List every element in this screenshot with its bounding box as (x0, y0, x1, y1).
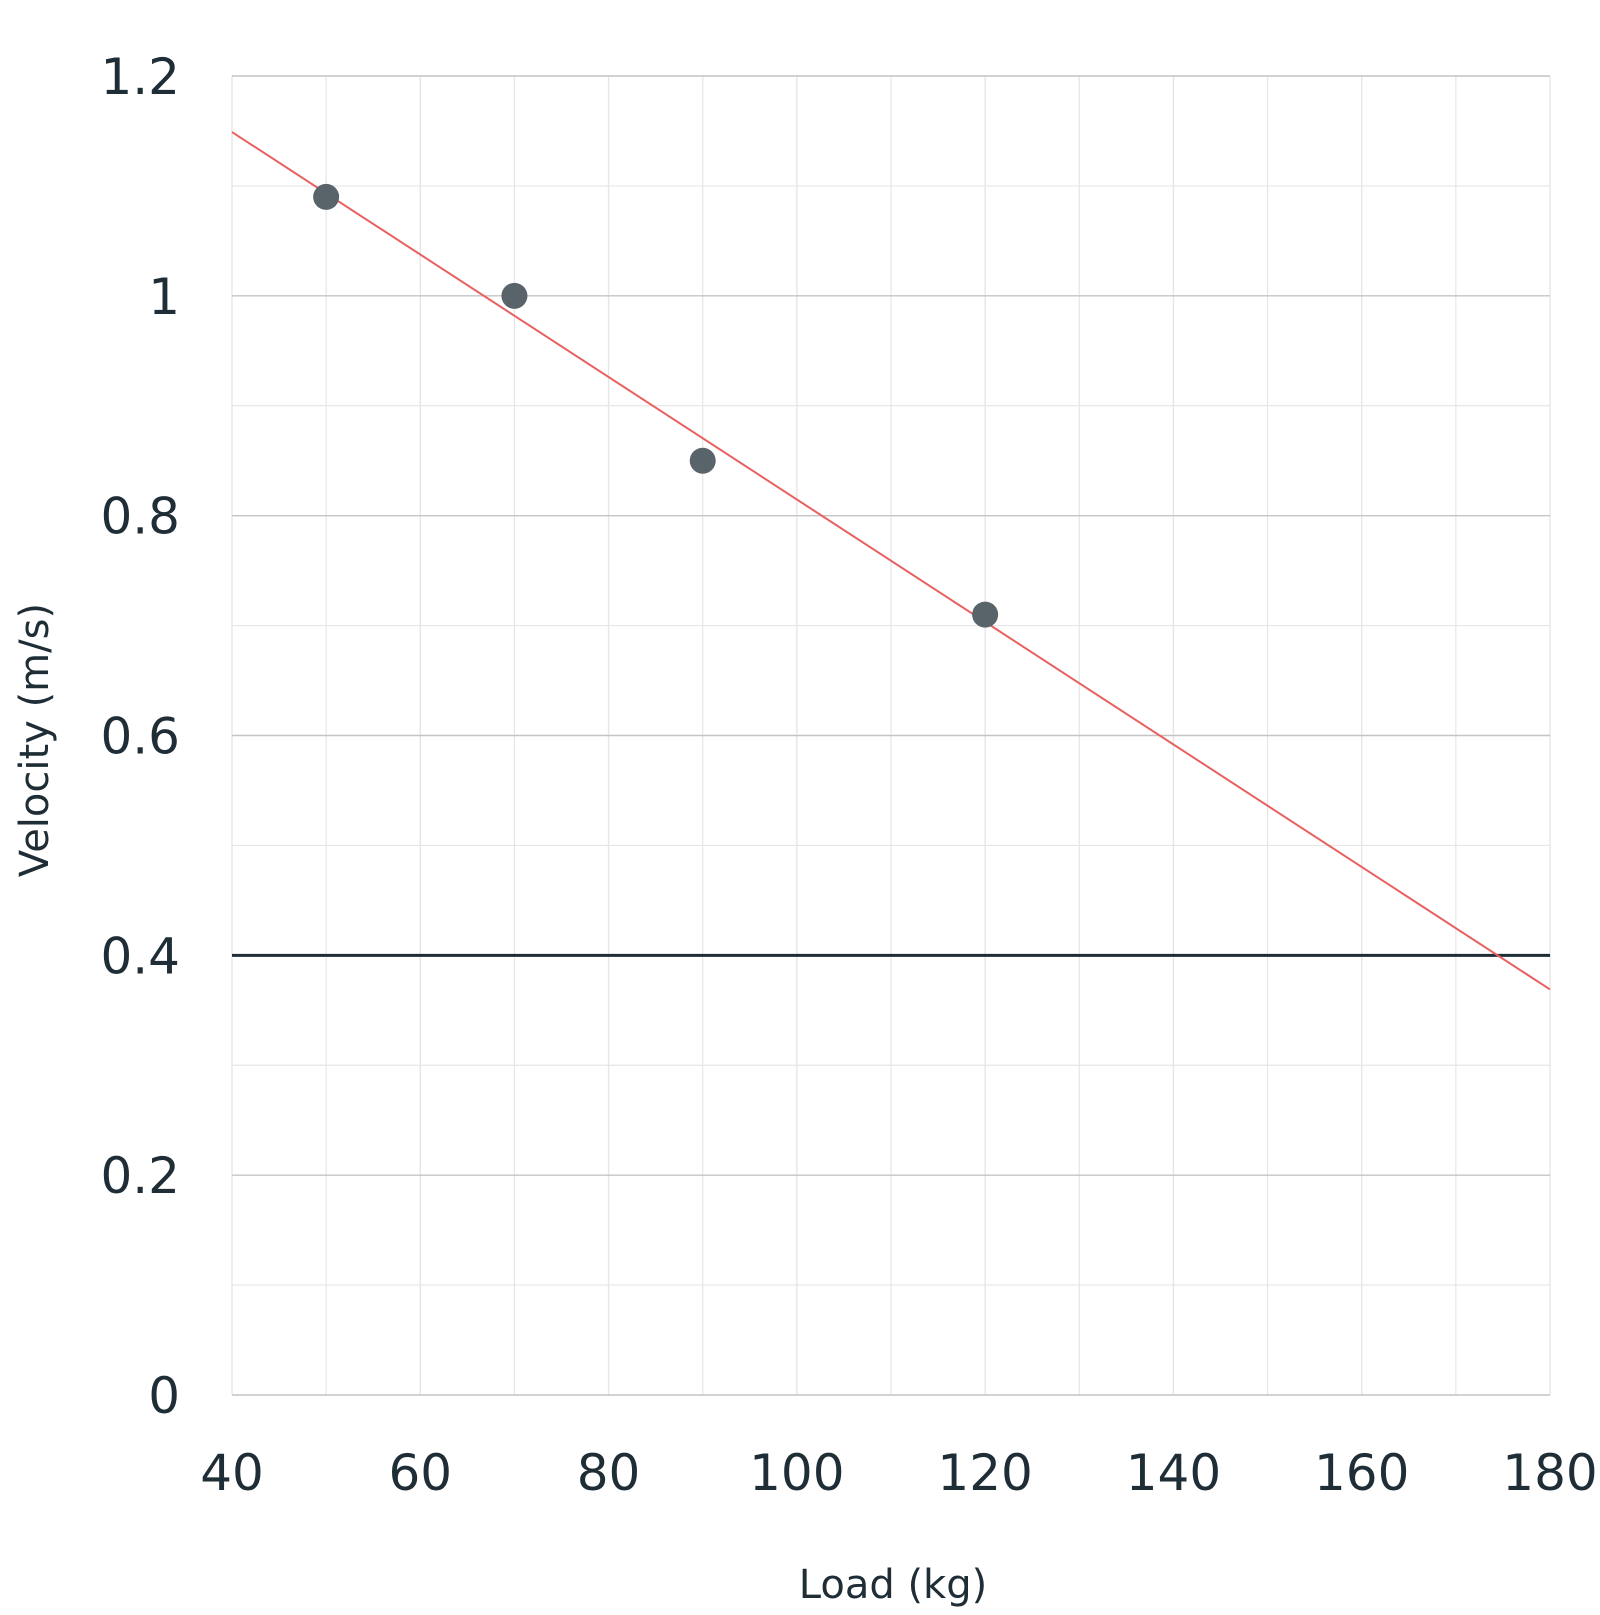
data-point (501, 282, 528, 309)
y-tick-label: 1.2 (100, 48, 180, 106)
data-point (689, 447, 716, 474)
y-tick-label: 1 (148, 268, 180, 326)
data-point (972, 601, 999, 628)
major-gridlines (231, 75, 1551, 1396)
data-points (313, 183, 999, 628)
data-point (313, 183, 340, 210)
y-tick-label: 0.8 (100, 488, 180, 546)
x-tick-label: 160 (1314, 1444, 1409, 1502)
trendline (231, 131, 1551, 991)
x-tick-label: 60 (388, 1444, 452, 1502)
trendline-layer (231, 131, 1551, 991)
y-tick-label: 0.4 (100, 927, 180, 985)
y-axis-tick-labels: 0 0.2 0.4 0.6 0.8 1 1.2 (100, 48, 180, 1425)
x-axis-tick-labels: 40 60 80 100 120 140 160 180 (200, 1444, 1598, 1502)
x-tick-label: 100 (749, 1444, 844, 1502)
x-tick-label: 120 (937, 1444, 1032, 1502)
x-tick-label: 80 (577, 1444, 641, 1502)
x-tick-label: 180 (1502, 1444, 1597, 1502)
y-tick-label: 0.6 (100, 708, 180, 766)
x-axis-title: Load (kg) (799, 1562, 987, 1608)
x-tick-label: 40 (200, 1444, 264, 1502)
y-tick-label: 0 (148, 1367, 180, 1425)
x-tick-label: 140 (1126, 1444, 1221, 1502)
y-axis-title: Velocity (m/s) (12, 603, 58, 877)
y-tick-label: 0.2 (100, 1147, 180, 1205)
